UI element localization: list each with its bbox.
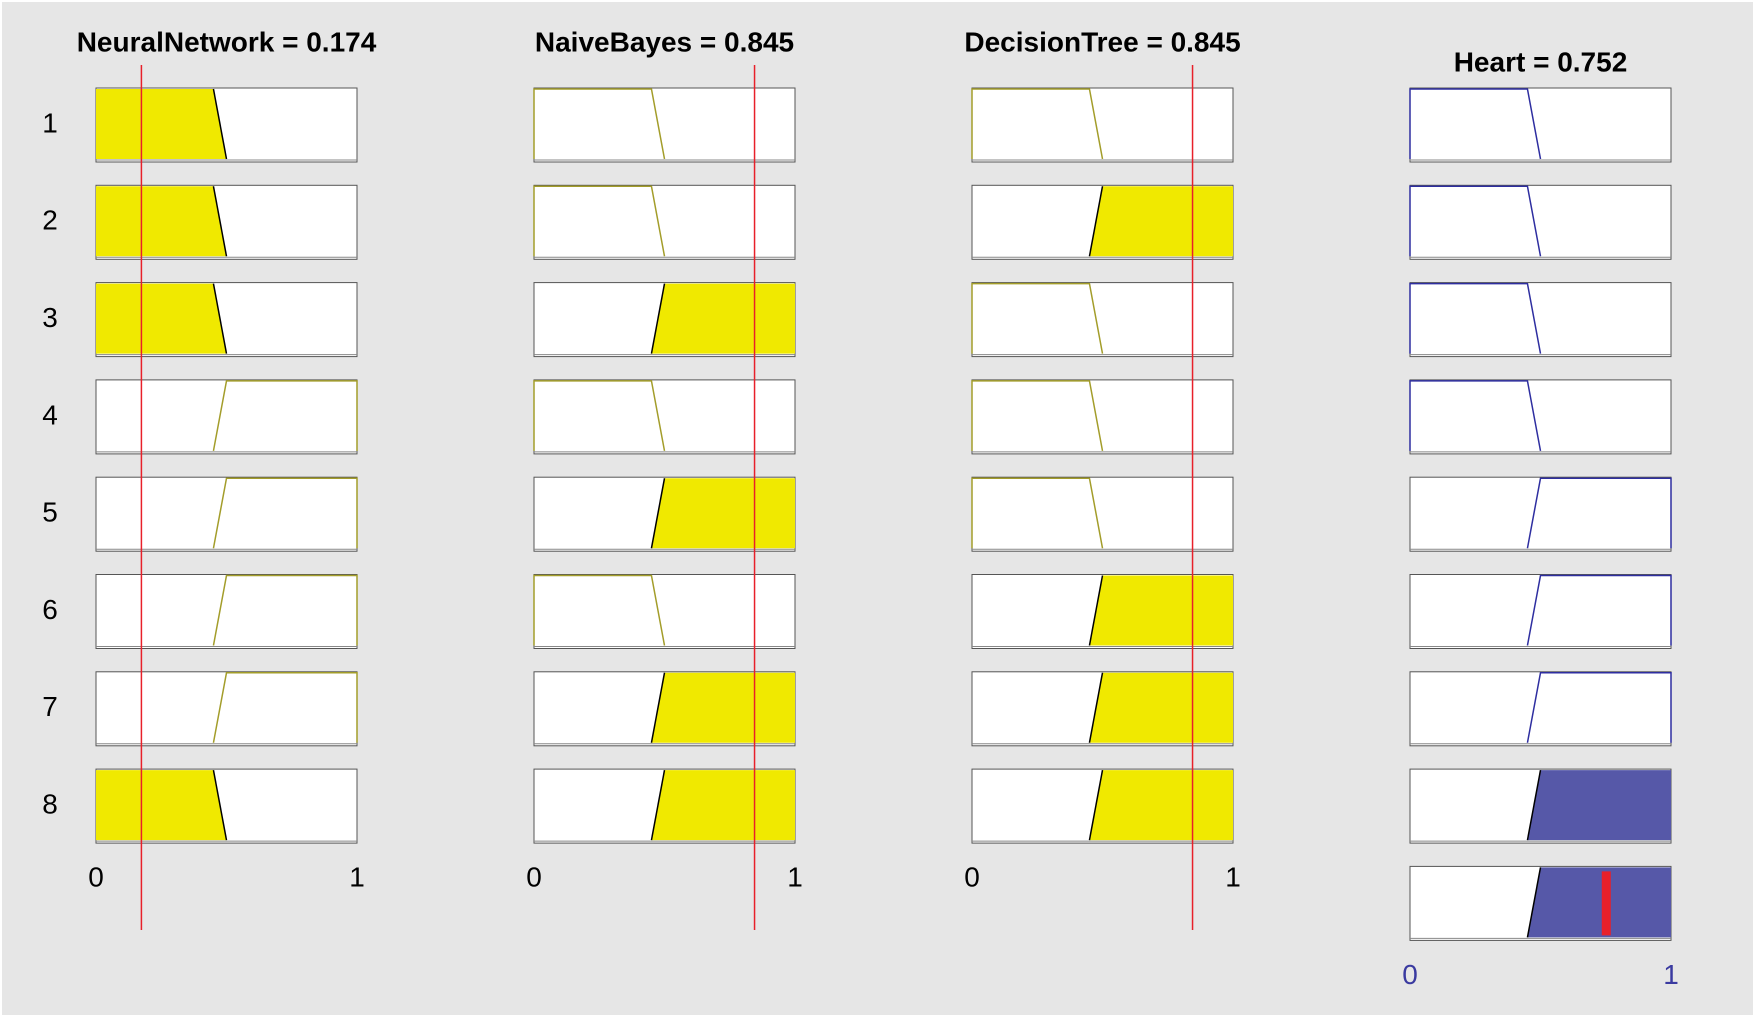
mf-edge [1088,672,1104,743]
mf-fired [1089,575,1233,646]
mf-outline [1409,282,1542,354]
mf-edge [212,769,228,841]
mf-box [95,574,358,649]
x-tick-label: 0 [1402,959,1418,990]
mf-outline [533,380,666,452]
mf-edge [1526,867,1542,938]
mf-box [533,379,796,455]
mf-box [971,87,1234,163]
mf-outline [1526,574,1672,646]
mf-box [1409,476,1672,552]
mf-box [971,476,1234,552]
mf-outline [1409,88,1542,160]
mf-outline [971,282,1104,354]
x-tick-label: 1 [1663,959,1679,990]
mf-edge [212,186,228,257]
mf-outline [971,477,1104,549]
mf-fired [96,770,227,841]
mf-fired [96,283,227,354]
mf-outline [971,88,1104,160]
mf-box [1409,379,1672,455]
mf-edge [212,283,228,354]
column-title: DecisionTree = 0.845 [964,26,1240,57]
mf-box [1409,184,1672,260]
mf-outline [212,672,358,743]
mf-box [971,282,1234,358]
mf-box [533,87,796,163]
rule-number: 1 [42,107,58,138]
mf-outline [533,185,666,257]
mf-fired [1527,867,1671,938]
mf-edge [1088,769,1104,841]
mf-fired [1089,186,1233,257]
x-tick-label: 1 [1225,861,1241,892]
mf-edge [650,769,666,841]
rule-number: 3 [42,302,58,333]
mf-fired [651,283,795,354]
mf-box [1409,282,1672,358]
column-title: NaiveBayes = 0.845 [535,26,794,57]
mf-fired [651,770,795,841]
column-title: NeuralNetwork = 0.174 [77,26,377,57]
mf-edge [650,283,666,354]
mf-outline [533,574,666,646]
rule-number: 5 [42,497,58,528]
mf-box [1409,87,1672,163]
x-tick-label: 1 [349,861,365,892]
mf-box [533,184,796,260]
rule-number: 2 [42,205,58,236]
mf-outline [212,477,358,549]
rule-number: 7 [42,691,58,722]
mf-outline [1526,477,1672,549]
mf-outline [212,380,358,452]
rule-number: 8 [42,788,58,819]
x-tick-label: 1 [787,861,803,892]
mf-outline [971,380,1104,452]
mf-fired [1527,770,1671,841]
mf-outline [1526,672,1672,743]
mf-outline [1409,380,1542,452]
mf-edge [650,672,666,743]
mf-fired [96,89,227,159]
mf-box [1409,671,1672,747]
mf-fired [1089,672,1233,743]
x-tick-label: 0 [526,861,542,892]
mf-edge [1088,186,1104,257]
mf-box [95,476,358,552]
mf-box [533,574,796,649]
mf-fired [96,186,227,257]
mf-outline [1409,185,1542,257]
mf-fired [1089,770,1233,841]
mf-fired [651,478,795,549]
rule-number: 6 [42,594,58,625]
mf-outline [533,88,666,160]
x-tick-label: 0 [88,861,104,892]
mf-box [1409,574,1672,649]
mf-box [95,379,358,455]
mf-box [971,379,1234,455]
rule-number: 4 [42,399,58,430]
mf-outline [212,574,358,646]
mf-edge [650,478,666,549]
mf-edge [212,88,228,160]
column-title: Heart = 0.752 [1454,46,1628,77]
x-tick-label: 0 [964,861,980,892]
mf-edge [1088,575,1104,646]
mf-fired [651,672,795,743]
mf-box [95,671,358,747]
mf-edge [1526,769,1542,841]
